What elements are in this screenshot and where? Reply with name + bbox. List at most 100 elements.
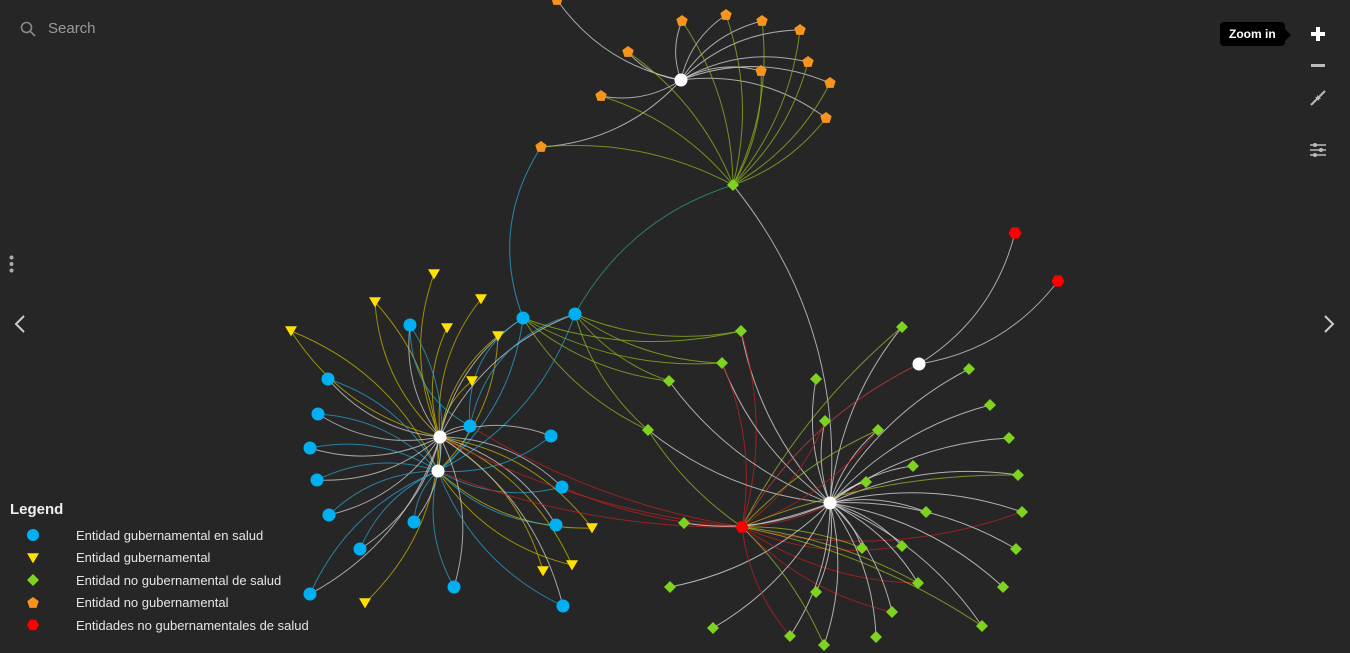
node-entidad-no-gubernamental-de-salud[interactable] [716, 357, 728, 369]
node-entidad-gubernamental-en-salud[interactable] [549, 518, 563, 532]
node-entidad-no-gubernamental-de-salud[interactable] [818, 639, 830, 651]
node-entidad-no-gubernamental-de-salud[interactable] [664, 581, 676, 593]
node-entidad-gubernamental-en-salud[interactable] [303, 587, 317, 601]
node-entidad-gubernamental[interactable] [369, 297, 381, 308]
node-entidad-gubernamental-en-salud[interactable] [353, 542, 367, 556]
node-entidad-gubernamental-en-salud[interactable] [403, 318, 417, 332]
node-entidad-gubernamental[interactable] [466, 376, 478, 387]
node-entidad-gubernamental-en-salud[interactable] [516, 311, 530, 325]
node-entidad-gubernamental[interactable] [566, 560, 578, 571]
node-entidad-gubernamental[interactable] [492, 331, 504, 342]
node-entidad-no-gubernamental-de-salud[interactable] [997, 581, 1009, 593]
node-entidad-gubernamental-en-salud[interactable] [556, 599, 570, 613]
chevron-right-icon [1324, 315, 1335, 333]
graph-edge [829, 470, 1019, 504]
node-entidad-no-gubernamental-de-salud[interactable] [663, 375, 675, 387]
node-entidad-no-gubernamental-de-salud[interactable] [872, 424, 884, 436]
node-entidad-gubernamental[interactable] [359, 598, 371, 609]
node-entidad-no-gubernamental[interactable] [676, 15, 688, 26]
node-entidad-gubernamental-en-salud[interactable] [303, 441, 317, 455]
node-entidad-no-gubernamental-de-salud[interactable] [984, 399, 996, 411]
node-entidad-no-gubernamental-de-salud[interactable] [642, 424, 654, 436]
node-entidad-gubernamental-en-salud[interactable] [311, 407, 325, 421]
graph-edge [669, 502, 831, 588]
node-entidad-no-gubernamental-de-salud[interactable] [1016, 506, 1028, 518]
hub-node[interactable] [674, 73, 688, 87]
node-entidad-gubernamental[interactable] [285, 326, 297, 337]
graph-edge [420, 273, 441, 438]
hub-node[interactable] [912, 357, 926, 371]
panel-drag-handle[interactable] [9, 255, 14, 278]
node-entidad-no-gubernamental-de-salud[interactable] [963, 363, 975, 375]
node-entidad-no-gubernamental-de-salud[interactable] [856, 542, 868, 554]
node-entidad-gubernamental-en-salud[interactable] [310, 473, 324, 487]
node-entidad-gubernamental[interactable] [441, 323, 453, 334]
node-entidad-gubernamental[interactable] [475, 294, 487, 305]
pentagon-icon [27, 596, 39, 608]
node-entidad-gubernamental-en-salud[interactable] [322, 508, 336, 522]
node-entidad-no-gubernamental-de-salud[interactable] [1012, 469, 1024, 481]
node-entidad-no-gubernamental[interactable] [802, 56, 814, 67]
node-entidad-no-gubernamental-de-salud[interactable] [976, 620, 988, 632]
node-entidad-gubernamental-en-salud[interactable] [568, 307, 582, 321]
node-entidad-no-gubernamental[interactable] [794, 24, 806, 35]
node-entidad-no-gubernamental-salud[interactable] [735, 521, 749, 533]
hub-node[interactable] [431, 464, 445, 478]
node-entidad-no-gubernamental[interactable] [535, 141, 547, 152]
graph-edge [437, 470, 573, 566]
node-entidad-no-gubernamental-de-salud[interactable] [896, 321, 908, 333]
node-entidad-no-gubernamental-de-salud[interactable] [819, 415, 831, 427]
node-entidad-no-gubernamental-salud[interactable] [1051, 275, 1065, 287]
node-entidad-gubernamental-en-salud[interactable] [555, 480, 569, 494]
node-entidad-no-gubernamental-de-salud[interactable] [860, 476, 872, 488]
node-entidad-no-gubernamental-de-salud[interactable] [912, 577, 924, 589]
settings-button[interactable] [1306, 138, 1330, 162]
search-input[interactable]: Search [48, 20, 96, 37]
node-entidad-no-gubernamental-de-salud[interactable] [707, 622, 719, 634]
node-entidad-gubernamental-en-salud[interactable] [321, 372, 335, 386]
hub-node[interactable] [823, 496, 837, 510]
node-entidad-no-gubernamental-de-salud[interactable] [870, 631, 882, 643]
node-entidad-no-gubernamental-salud[interactable] [1008, 227, 1022, 239]
node-entidad-no-gubernamental-de-salud[interactable] [886, 606, 898, 618]
node-entidad-no-gubernamental-de-salud[interactable] [727, 179, 739, 191]
node-entidad-no-gubernamental-de-salud[interactable] [1003, 432, 1015, 444]
node-entidad-no-gubernamental[interactable] [755, 65, 767, 76]
node-entidad-no-gubernamental-de-salud[interactable] [810, 373, 822, 385]
node-entidad-no-gubernamental-de-salud[interactable] [907, 460, 919, 472]
node-entidad-no-gubernamental[interactable] [622, 46, 634, 57]
graph-edge [675, 20, 683, 81]
zoom-out-button[interactable] [1306, 54, 1330, 78]
node-entidad-gubernamental-en-salud[interactable] [544, 429, 558, 443]
graph-edge [437, 470, 593, 529]
node-entidad-gubernamental[interactable] [537, 566, 549, 577]
node-entidad-no-gubernamental[interactable] [551, 0, 563, 5]
node-entidad-no-gubernamental-de-salud[interactable] [678, 517, 690, 529]
node-entidad-no-gubernamental-de-salud[interactable] [735, 325, 747, 337]
node-entidad-no-gubernamental[interactable] [595, 90, 607, 101]
fit-view-button[interactable] [1306, 86, 1330, 110]
zoom-in-button[interactable] [1306, 22, 1330, 46]
node-entidad-no-gubernamental[interactable] [720, 9, 732, 20]
node-entidad-no-gubernamental-de-salud[interactable] [896, 540, 908, 552]
node-entidad-gubernamental[interactable] [586, 523, 598, 534]
triangle-down-icon [27, 552, 39, 564]
next-button[interactable] [1323, 314, 1335, 339]
node-entidad-gubernamental[interactable] [428, 269, 440, 280]
node-entidad-gubernamental-en-salud[interactable] [463, 419, 477, 433]
node-entidad-no-gubernamental-de-salud[interactable] [784, 630, 796, 642]
node-entidad-no-gubernamental-de-salud[interactable] [920, 506, 932, 518]
graph-edge [439, 436, 563, 488]
node-entidad-gubernamental-en-salud[interactable] [447, 580, 461, 594]
node-entidad-gubernamental-en-salud[interactable] [407, 515, 421, 529]
hub-node[interactable] [433, 430, 447, 444]
previous-button[interactable] [14, 314, 26, 339]
node-entidad-no-gubernamental[interactable] [820, 112, 832, 123]
node-entidad-no-gubernamental[interactable] [756, 15, 768, 26]
node-entidad-no-gubernamental-de-salud[interactable] [810, 586, 822, 598]
legend-title: Legend [10, 501, 64, 518]
node-entidad-no-gubernamental[interactable] [824, 77, 836, 88]
search-bar[interactable]: Search [20, 20, 96, 37]
node-entidad-no-gubernamental-de-salud[interactable] [1010, 543, 1022, 555]
